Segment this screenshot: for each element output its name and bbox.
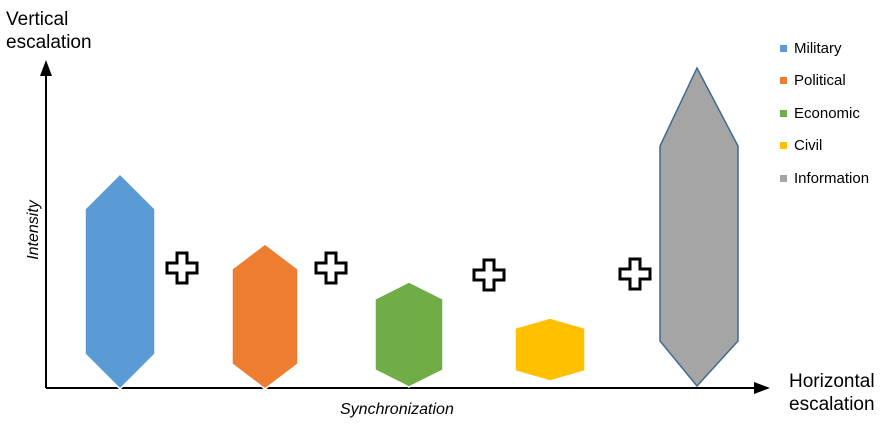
y-axis-arrowhead xyxy=(40,60,52,76)
legend-label: Political xyxy=(794,72,846,90)
plus-icon xyxy=(165,251,199,285)
economic-arrow xyxy=(374,281,444,388)
horizontal-axis-name: Horizontal escalation xyxy=(789,371,875,415)
legend: Military Political Economic Civil Inform… xyxy=(780,32,869,195)
military-arrow xyxy=(84,172,156,391)
legend-item-economic: Economic xyxy=(780,97,869,130)
legend-swatch xyxy=(780,174,787,182)
legend-swatch xyxy=(780,77,787,85)
legend-swatch xyxy=(780,44,787,52)
legend-item-political: Political xyxy=(780,65,869,98)
information-arrow xyxy=(659,66,739,388)
axes xyxy=(40,60,770,394)
legend-item-military: Military xyxy=(780,32,869,65)
legend-label: Military xyxy=(794,39,842,57)
political-arrow xyxy=(231,243,299,390)
plus-icons xyxy=(165,251,652,292)
legend-item-information: Information xyxy=(780,162,869,195)
legend-label: Economic xyxy=(794,104,860,122)
legend-swatch xyxy=(780,109,787,117)
legend-label: Information xyxy=(794,169,870,187)
y-axis-title: Intensity xyxy=(25,200,42,260)
domain-arrows xyxy=(84,66,739,391)
plus-icon xyxy=(314,251,348,285)
x-axis-arrowhead xyxy=(754,382,770,394)
legend-label: Civil xyxy=(794,137,823,155)
legend-item-civil: Civil xyxy=(780,130,869,163)
plus-icon xyxy=(618,257,652,291)
civil-arrow xyxy=(514,317,586,382)
legend-swatch xyxy=(780,142,787,150)
plus-icon xyxy=(472,258,506,292)
vertical-axis-name: Vertical escalation xyxy=(6,9,92,53)
x-axis-title: Synchronization xyxy=(340,401,454,418)
